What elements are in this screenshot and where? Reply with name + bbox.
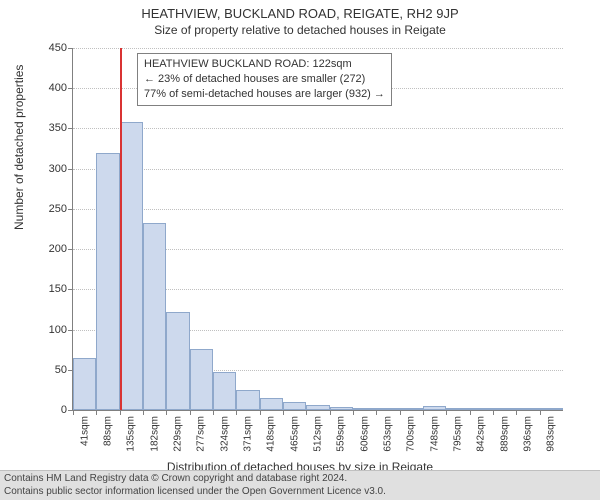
xtick-mark <box>143 410 144 415</box>
xtick-label: 700sqm <box>406 410 417 452</box>
xtick-mark <box>446 410 447 415</box>
histogram-bar <box>190 349 213 410</box>
xtick-mark <box>283 410 284 415</box>
ytick-label: 350 <box>49 122 73 134</box>
xtick-label: 653sqm <box>383 410 394 452</box>
xtick-mark <box>353 410 354 415</box>
xtick-mark <box>540 410 541 415</box>
xtick-label: 277sqm <box>196 410 207 452</box>
footer-line-2: Contains public sector information licen… <box>4 486 596 499</box>
xtick-mark <box>423 410 424 415</box>
gridline <box>73 169 563 170</box>
ytick-label: 200 <box>49 243 73 255</box>
xtick-mark <box>400 410 401 415</box>
xtick-label: 88sqm <box>103 410 114 446</box>
ytick-label: 0 <box>61 404 73 416</box>
xtick-mark <box>96 410 97 415</box>
xtick-label: 512sqm <box>313 410 324 452</box>
xtick-label: 795sqm <box>453 410 464 452</box>
xtick-label: 983sqm <box>546 410 557 452</box>
ytick-label: 300 <box>49 163 73 175</box>
xtick-label: 889sqm <box>499 410 510 452</box>
xtick-label: 465sqm <box>289 410 300 452</box>
xtick-mark <box>236 410 237 415</box>
xtick-mark <box>306 410 307 415</box>
reference-line <box>120 48 122 410</box>
xtick-mark <box>213 410 214 415</box>
annotation-line: 77% of semi-detached houses are larger (… <box>144 87 385 102</box>
page-subtitle: Size of property relative to detached ho… <box>0 21 600 37</box>
histogram-bar <box>260 398 283 410</box>
xtick-label: 182sqm <box>149 410 160 452</box>
xtick-label: 41sqm <box>79 410 90 446</box>
xtick-label: 842sqm <box>476 410 487 452</box>
xtick-label: 324sqm <box>219 410 230 452</box>
gridline <box>73 128 563 129</box>
annotation-line: ← 23% of detached houses are smaller (27… <box>144 72 385 87</box>
xtick-mark <box>376 410 377 415</box>
xtick-mark <box>260 410 261 415</box>
xtick-mark <box>330 410 331 415</box>
xtick-mark <box>73 410 74 415</box>
xtick-label: 936sqm <box>523 410 534 452</box>
xtick-mark <box>166 410 167 415</box>
footer: Contains HM Land Registry data © Crown c… <box>0 470 600 500</box>
xtick-label: 371sqm <box>243 410 254 452</box>
ytick-label: 50 <box>55 364 73 376</box>
histogram-chart: 05010015020025030035040045041sqm88sqm135… <box>72 48 563 411</box>
histogram-bar <box>213 372 236 410</box>
xtick-mark <box>120 410 121 415</box>
xtick-mark <box>190 410 191 415</box>
histogram-bar <box>120 122 143 410</box>
xtick-label: 418sqm <box>266 410 277 452</box>
xtick-mark <box>516 410 517 415</box>
ytick-label: 400 <box>49 82 73 94</box>
annotation-line: HEATHVIEW BUCKLAND ROAD: 122sqm <box>144 57 385 72</box>
histogram-bar <box>143 223 166 410</box>
ytick-label: 450 <box>49 42 73 54</box>
histogram-bar <box>166 312 189 410</box>
xtick-label: 748sqm <box>429 410 440 452</box>
xtick-label: 606sqm <box>359 410 370 452</box>
footer-line-1: Contains HM Land Registry data © Crown c… <box>4 473 596 486</box>
histogram-bar <box>73 358 96 410</box>
ytick-label: 150 <box>49 283 73 295</box>
xtick-label: 135sqm <box>126 410 137 452</box>
gridline <box>73 209 563 210</box>
gridline <box>73 48 563 49</box>
xtick-label: 559sqm <box>336 410 347 452</box>
histogram-bar <box>283 402 306 410</box>
annotation-box: HEATHVIEW BUCKLAND ROAD: 122sqm← 23% of … <box>137 53 392 106</box>
ytick-label: 250 <box>49 203 73 215</box>
histogram-bar <box>236 390 259 410</box>
xtick-mark <box>493 410 494 415</box>
xtick-label: 229sqm <box>173 410 184 452</box>
ytick-label: 100 <box>49 324 73 336</box>
xtick-mark <box>470 410 471 415</box>
histogram-bar <box>96 153 119 410</box>
y-axis-label: Number of detached properties <box>12 65 26 230</box>
page-title: HEATHVIEW, BUCKLAND ROAD, REIGATE, RH2 9… <box>0 0 600 21</box>
